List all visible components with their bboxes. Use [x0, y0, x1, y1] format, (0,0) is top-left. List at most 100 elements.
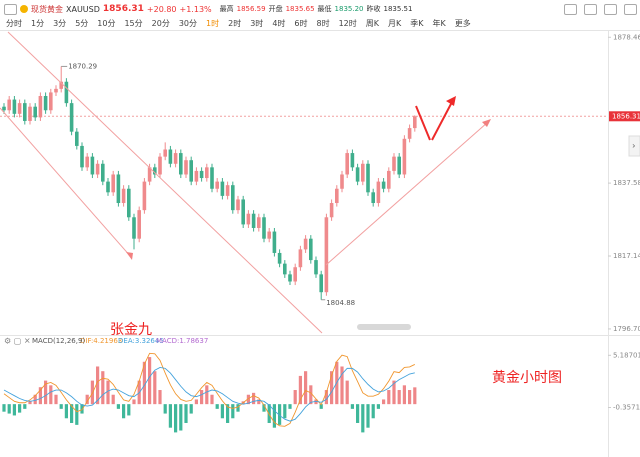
change: +20.80 — [146, 4, 177, 14]
panel-icons[interactable]: ⚙ ▢ ✕ — [4, 337, 31, 346]
candle-body — [179, 153, 183, 175]
macd-bar — [148, 357, 152, 405]
macd-bar — [288, 404, 292, 409]
y-tick-label: 1817.14 — [613, 252, 640, 260]
macd-bar — [153, 371, 157, 405]
candle-body — [49, 92, 53, 111]
macd-bar — [283, 404, 287, 419]
arrow-head — [446, 96, 456, 106]
candle-body — [225, 185, 230, 196]
macd-bar — [413, 387, 417, 405]
candle-body — [272, 231, 277, 253]
tool-icon[interactable] — [584, 3, 597, 15]
last-price-tag — [609, 111, 640, 122]
tool-icon[interactable] — [604, 3, 617, 15]
candle-body — [387, 170, 391, 189]
arrow-line — [415, 105, 431, 141]
macd-bar — [174, 404, 178, 433]
candle-body — [189, 160, 193, 182]
macd-bar — [304, 371, 308, 405]
gold-icon — [20, 5, 28, 13]
macd-bar — [127, 404, 131, 416]
stat-value: 1835.65 — [285, 5, 315, 13]
candle-body — [153, 167, 157, 175]
period-tab[interactable]: 2时 — [228, 18, 242, 28]
period-tab[interactable]: 6时 — [294, 18, 308, 28]
macd-bar — [18, 404, 22, 413]
candle-body — [335, 188, 339, 204]
candle-body — [80, 145, 84, 168]
macd-bar — [340, 366, 344, 405]
tool-icon[interactable] — [564, 3, 577, 15]
candle-body — [121, 188, 126, 204]
macd-bar — [361, 404, 365, 433]
macd-bar — [142, 361, 146, 405]
candle-body — [361, 163, 365, 182]
period-tab[interactable]: 10分 — [97, 18, 116, 28]
stat-value: 1835.20 — [334, 5, 364, 13]
period-tab[interactable]: 1分 — [31, 18, 45, 28]
candle-body — [413, 116, 417, 129]
candle-body — [184, 160, 188, 175]
candle-body — [54, 88, 58, 93]
change-pct: +1.13% — [179, 4, 212, 14]
candle-body — [59, 81, 63, 89]
macd-bar — [345, 380, 349, 405]
candle-body — [116, 174, 121, 204]
scroll-bar[interactable] — [357, 324, 411, 330]
period-tab[interactable]: 3分 — [53, 18, 67, 28]
period-tab[interactable]: 15分 — [124, 18, 143, 28]
macd-bar — [64, 404, 68, 419]
candle-body — [147, 167, 152, 182]
macd-bar — [215, 404, 219, 409]
period-tab[interactable]: 月K — [388, 18, 402, 28]
candles: 1878.46 1837.58 1817.14 1796.70 1856.31 1870.… — [0, 33, 640, 333]
macd-bar — [158, 390, 162, 405]
macd-bar — [309, 385, 313, 405]
side-toggle-icon[interactable]: › — [632, 142, 636, 152]
side-toggle[interactable] — [628, 135, 640, 157]
candle-body — [142, 181, 147, 211]
macd-bar — [210, 394, 214, 405]
period-tab[interactable]: 12时 — [338, 18, 357, 28]
candle-body — [75, 131, 79, 146]
candle-body — [402, 138, 407, 175]
arrow-head — [126, 252, 133, 260]
period-tab[interactable]: 1时 — [206, 18, 220, 28]
period-tab[interactable]: 周K — [365, 18, 380, 28]
period-tab[interactable]: 4时 — [272, 18, 286, 28]
period-tab[interactable]: 年K — [432, 18, 446, 28]
candle-body — [33, 106, 37, 118]
legend-entry: DIF:4.21963 — [80, 337, 122, 345]
macd-bar — [80, 404, 84, 414]
candle-body — [371, 192, 375, 204]
macd-bar — [122, 404, 126, 419]
candle-body — [277, 252, 282, 264]
candle-body — [173, 153, 178, 164]
macd-bar — [179, 404, 183, 431]
period-tab[interactable]: 30分 — [178, 18, 198, 28]
candle-body — [397, 156, 401, 175]
legend-entry: MACD:1.78637 — [156, 337, 208, 345]
macd-title: MACD(12,26,9) — [32, 337, 85, 345]
period-tab[interactable]: 5分 — [75, 18, 89, 28]
period-tab[interactable]: 8时 — [316, 18, 330, 28]
candle-body — [210, 167, 214, 189]
period-tab[interactable]: 3时 — [250, 18, 264, 28]
candle-body — [38, 95, 43, 118]
candle-body — [350, 153, 355, 168]
candle-body — [17, 103, 22, 114]
macd-bar — [200, 390, 204, 405]
period-tab[interactable]: 分时 — [6, 18, 22, 28]
period-tab[interactable]: 季K — [410, 18, 424, 28]
tool-icon[interactable] — [624, 3, 637, 15]
period-tab[interactable]: 20分 — [151, 18, 170, 28]
candle-body — [355, 167, 360, 182]
macd-bar — [257, 399, 261, 405]
period-tab[interactable]: 更多 — [454, 18, 471, 28]
macd-bar — [272, 404, 276, 428]
macd-bar — [111, 394, 115, 405]
macd-bar — [262, 404, 266, 412]
menu-icon[interactable] — [4, 3, 17, 15]
macd-bar — [319, 404, 323, 409]
